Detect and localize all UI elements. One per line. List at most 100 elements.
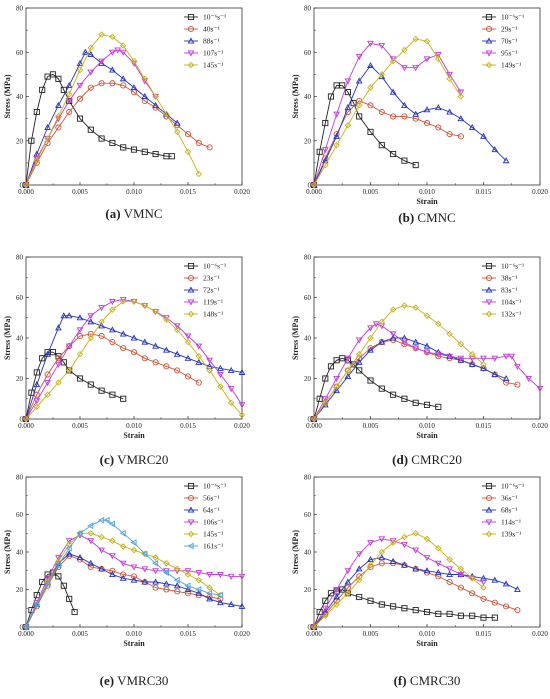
series-5 — [310, 530, 487, 631]
caption-letter: (d) — [392, 452, 408, 467]
data-point — [457, 356, 465, 363]
data-point — [310, 415, 318, 423]
data-point — [446, 71, 453, 78]
x-tick-label: 0.000 — [306, 188, 322, 196]
data-point — [60, 312, 68, 319]
data-point — [355, 358, 363, 365]
data-point — [87, 334, 95, 342]
data-point — [412, 547, 420, 554]
data-point — [412, 162, 419, 169]
data-point — [65, 81, 73, 88]
data-point — [412, 65, 420, 72]
data-point — [44, 135, 51, 142]
legend: 10⁻⁶s⁻¹ 38s⁻¹ 83s⁻¹ 104s⁻¹ 132s⁻¹ — [482, 262, 524, 319]
data-point — [401, 113, 408, 120]
chart-panel-5: 0.000 0.005 0.010 0.015 0.020 0 20 40 60 80 Strain… — [3, 474, 250, 689]
series-line — [313, 557, 518, 628]
y-tick-label: 40 — [16, 93, 24, 101]
data-point — [44, 580, 51, 588]
x-tick-label: 0.000 — [18, 188, 34, 196]
data-point — [98, 533, 105, 541]
data-point — [316, 395, 323, 402]
data-point — [480, 579, 487, 586]
data-point — [480, 132, 487, 139]
data-point — [119, 75, 127, 82]
chart-panel-3: 0.000 0.005 0.010 0.015 0.020 0 20 40 60 80 Strain… — [3, 254, 250, 468]
series-4 — [310, 321, 544, 423]
data-point — [423, 401, 431, 408]
data-point — [457, 115, 465, 122]
series-line — [25, 333, 200, 420]
chart-panel-2: 0.000 0.005 0.010 0.015 0.020 0 20 40 60 80 Strain… — [291, 5, 548, 226]
y-tick-label: 20 — [304, 586, 312, 594]
data-point — [120, 82, 127, 89]
data-point — [480, 584, 487, 591]
data-point — [33, 381, 41, 388]
legend-marker — [187, 61, 195, 69]
x-tick-label: 0.015 — [180, 188, 196, 196]
data-point — [227, 573, 235, 580]
data-point — [367, 563, 374, 571]
data-point — [130, 334, 138, 341]
data-point — [457, 571, 465, 579]
data-point — [184, 333, 192, 340]
legend-marker — [485, 50, 493, 57]
legend: 10⁻⁶s⁻¹ 29s⁻¹ 70s⁻¹ 95s⁻¹ 149s⁻¹ — [482, 13, 524, 70]
series-line — [25, 534, 242, 628]
data-point — [98, 318, 105, 326]
data-point — [508, 353, 516, 360]
data-point — [109, 537, 116, 544]
series-4 — [22, 47, 159, 189]
data-point — [87, 69, 95, 76]
data-point — [87, 318, 95, 325]
data-point — [109, 391, 116, 398]
data-point — [435, 320, 442, 328]
series-line — [25, 34, 200, 186]
data-point — [130, 84, 138, 91]
legend-label: 83s⁻¹ — [501, 286, 518, 295]
data-point — [435, 573, 442, 580]
data-point — [367, 334, 374, 342]
data-point — [514, 381, 521, 388]
legend-label: 40s⁻¹ — [203, 25, 220, 34]
chart-panel-4: 0.000 0.005 0.010 0.015 0.020 0 20 40 60 80 Strain… — [291, 254, 548, 468]
data-point — [28, 137, 35, 144]
data-point — [378, 385, 385, 392]
caption-letter: (e) — [100, 673, 114, 688]
data-point — [227, 600, 235, 608]
data-point — [390, 113, 397, 120]
data-point — [372, 321, 380, 328]
data-point — [401, 561, 408, 568]
y-axis-label: Stress (MPa) — [3, 530, 12, 574]
caption-name: CMRC20 — [408, 452, 462, 467]
legend-marker — [187, 542, 194, 550]
data-point — [184, 590, 192, 597]
data-point — [469, 612, 476, 619]
data-point — [130, 539, 137, 546]
legend-label: 72s⁻¹ — [203, 286, 220, 295]
data-point — [195, 570, 203, 577]
legend-marker — [485, 310, 493, 318]
data-point — [344, 104, 352, 111]
legend-label: 10⁻⁶s⁻¹ — [203, 482, 226, 491]
data-point — [87, 84, 94, 91]
data-point — [98, 387, 105, 394]
x-tick-label: 0.010 — [126, 630, 142, 638]
data-point — [457, 89, 465, 96]
data-point — [195, 379, 202, 386]
data-point — [434, 560, 442, 567]
x-tick-label: 0.010 — [419, 630, 435, 638]
legend-marker — [187, 274, 195, 282]
data-point — [152, 342, 159, 349]
data-point — [344, 89, 351, 96]
data-point — [71, 608, 78, 616]
data-point — [378, 536, 386, 543]
data-point — [173, 565, 181, 573]
data-point — [173, 576, 180, 584]
data-point — [536, 386, 544, 393]
data-point — [238, 402, 246, 409]
data-point — [446, 578, 453, 586]
data-point — [130, 573, 138, 580]
data-point — [389, 557, 397, 564]
